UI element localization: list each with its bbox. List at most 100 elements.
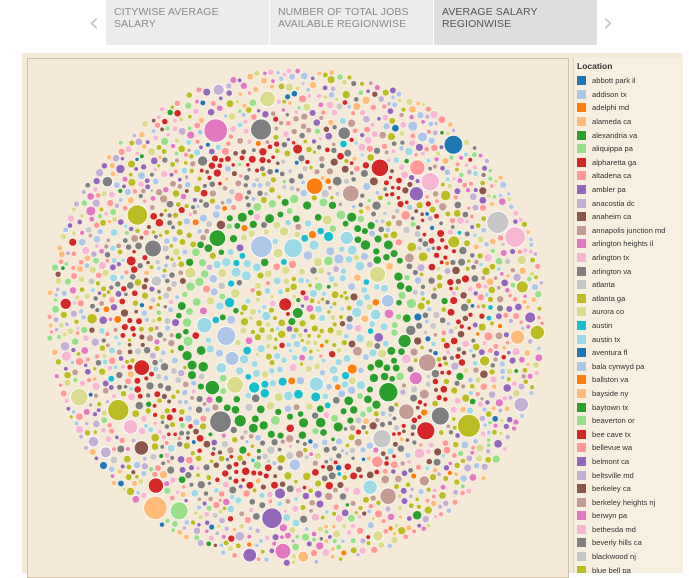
bubble[interactable] — [227, 475, 233, 481]
bubble[interactable] — [469, 473, 477, 482]
bubble[interactable] — [529, 257, 536, 264]
bubble[interactable] — [244, 439, 250, 445]
bubble[interactable] — [295, 297, 301, 303]
bubble[interactable] — [246, 167, 252, 172]
bubble[interactable] — [431, 400, 439, 407]
bubble[interactable] — [384, 455, 390, 461]
bubble[interactable] — [508, 203, 515, 210]
bubble[interactable] — [391, 431, 397, 437]
bubble[interactable] — [462, 315, 469, 322]
bubble[interactable] — [413, 357, 418, 363]
bubble[interactable] — [442, 475, 449, 482]
bubble[interactable] — [336, 102, 344, 110]
bubble[interactable] — [338, 246, 345, 253]
bubble[interactable] — [314, 305, 323, 314]
bubble[interactable] — [509, 248, 516, 255]
bubble[interactable] — [282, 72, 287, 78]
bubble[interactable] — [212, 316, 220, 324]
bubble[interactable] — [213, 462, 220, 469]
bubble[interactable] — [88, 327, 96, 334]
bubble[interactable] — [205, 142, 211, 148]
bubble[interactable] — [401, 428, 407, 434]
bubble[interactable] — [111, 446, 117, 452]
bubble[interactable] — [489, 320, 495, 326]
bubble[interactable] — [302, 200, 312, 210]
bubble[interactable] — [133, 440, 150, 456]
bubble[interactable] — [73, 319, 80, 325]
bubble[interactable] — [225, 197, 233, 205]
bubble[interactable] — [128, 172, 134, 178]
bubble[interactable] — [126, 464, 132, 470]
bubble[interactable] — [172, 431, 178, 437]
bubble[interactable] — [397, 98, 403, 103]
bubble[interactable] — [307, 283, 313, 288]
bubble[interactable] — [288, 73, 296, 81]
bubble[interactable] — [379, 218, 386, 224]
bubble[interactable] — [98, 248, 105, 255]
bubble[interactable] — [373, 147, 381, 155]
bubble[interactable] — [358, 208, 364, 215]
bubble[interactable] — [104, 251, 111, 259]
bubble[interactable] — [126, 364, 133, 371]
bubble[interactable] — [335, 452, 342, 460]
bubble[interactable] — [134, 151, 140, 157]
bubble[interactable] — [59, 233, 67, 241]
bubble[interactable] — [293, 496, 299, 502]
bubble[interactable] — [326, 309, 332, 315]
bubble[interactable] — [460, 383, 466, 389]
bubble[interactable] — [271, 460, 278, 466]
bubble[interactable] — [92, 366, 97, 371]
bubble[interactable] — [528, 390, 535, 396]
bubble[interactable] — [77, 219, 83, 225]
bubble[interactable] — [335, 358, 343, 366]
bubble[interactable] — [161, 118, 169, 125]
bubble[interactable] — [160, 170, 168, 178]
bubble[interactable] — [311, 468, 320, 477]
bubble[interactable] — [185, 435, 191, 441]
bubble[interactable] — [63, 261, 69, 267]
bubble[interactable] — [428, 277, 436, 285]
bubble[interactable] — [90, 338, 100, 347]
bubble[interactable] — [197, 539, 205, 547]
bubble[interactable] — [107, 375, 115, 383]
bubble[interactable] — [316, 333, 322, 339]
bubble[interactable] — [317, 267, 325, 275]
bubble[interactable] — [408, 502, 415, 509]
bubble[interactable] — [248, 381, 261, 394]
bubble[interactable] — [332, 321, 338, 328]
bubble[interactable] — [303, 328, 308, 333]
bubble[interactable] — [260, 388, 270, 398]
bubble[interactable] — [239, 354, 249, 364]
bubble[interactable] — [285, 112, 290, 117]
bubble[interactable] — [351, 204, 357, 210]
bubble[interactable] — [339, 117, 347, 125]
bubble[interactable] — [221, 205, 228, 212]
bubble[interactable] — [106, 289, 112, 295]
bubble[interactable] — [279, 171, 285, 177]
bubble[interactable] — [217, 508, 224, 515]
bubble[interactable] — [226, 375, 244, 394]
bubble[interactable] — [276, 500, 283, 507]
bubble[interactable] — [162, 244, 170, 253]
bubble[interactable] — [308, 349, 314, 354]
bubble[interactable] — [320, 175, 326, 181]
bubble[interactable] — [309, 297, 315, 304]
bubble[interactable] — [175, 389, 181, 395]
bubble[interactable] — [383, 179, 390, 186]
bubble[interactable] — [518, 383, 526, 391]
bubble[interactable] — [188, 482, 194, 488]
bubble[interactable] — [248, 498, 256, 506]
bubble[interactable] — [451, 128, 456, 133]
bubble[interactable] — [331, 375, 340, 383]
bubble[interactable] — [366, 540, 372, 546]
bubble[interactable] — [93, 235, 101, 244]
bubble[interactable] — [116, 261, 122, 267]
bubble[interactable] — [293, 327, 300, 334]
bubble[interactable] — [225, 457, 230, 462]
bubble[interactable] — [152, 167, 158, 172]
bubble[interactable] — [188, 464, 195, 471]
bubble[interactable] — [450, 290, 457, 297]
bubble[interactable] — [483, 284, 489, 290]
bubble[interactable] — [314, 490, 323, 499]
bubble[interactable] — [466, 258, 472, 264]
